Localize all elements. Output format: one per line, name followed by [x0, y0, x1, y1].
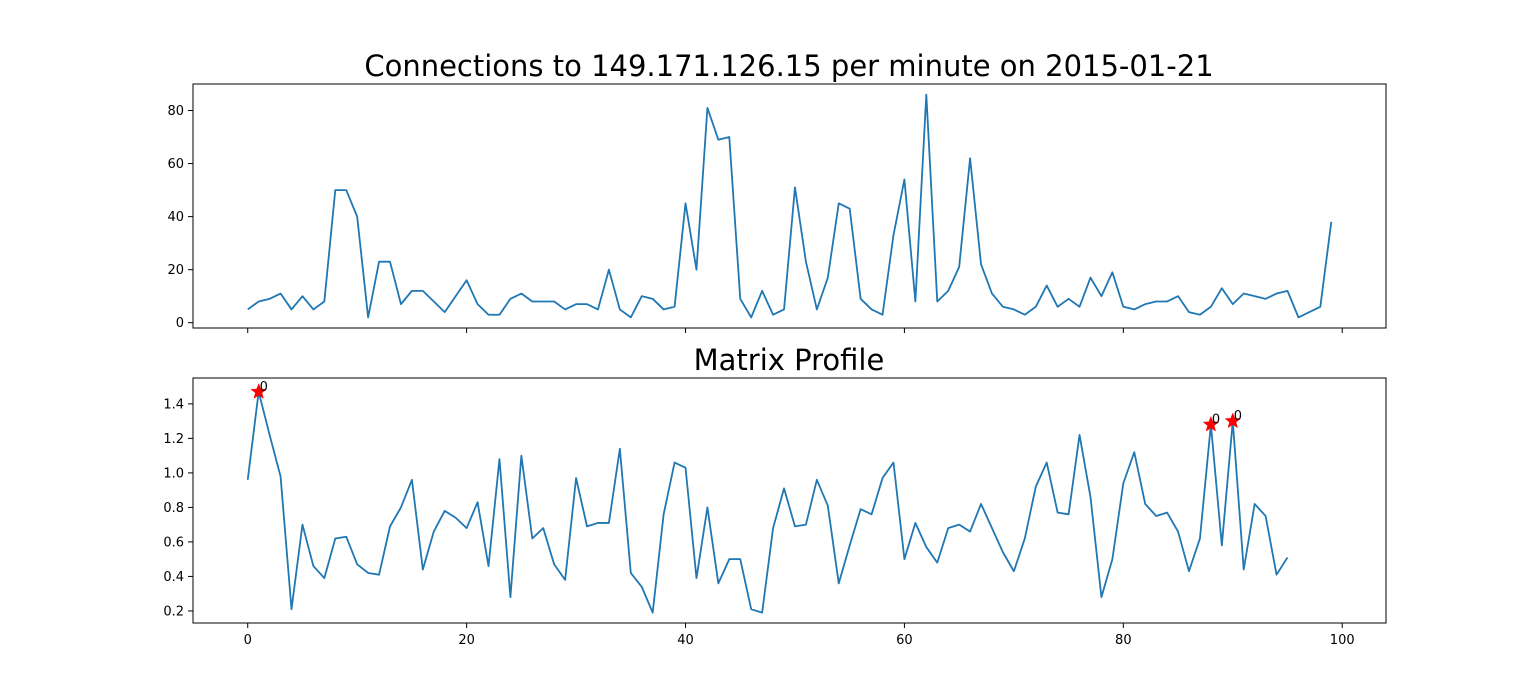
connections-y-tick-label: 0: [176, 316, 184, 331]
connections-y-tick-label: 40: [167, 210, 184, 225]
matrix-profile-x-tick-label: 0: [244, 633, 252, 648]
connections-plot-area: [192, 83, 1387, 329]
connections-series-line: [247, 93, 1333, 319]
connections-y-tick-label: 60: [167, 157, 184, 172]
matrix-profile-y-tick-label: 0.4: [163, 570, 184, 585]
matrix-profile-plot-area: [192, 377, 1387, 624]
matrix-profile-star-marker: [1224, 412, 1242, 429]
matrix-profile-x-tick-label: 100: [1330, 633, 1355, 648]
matrix-profile-y-tick-label: 1.0: [163, 466, 184, 481]
matrix-profile-x-tick-label: 60: [896, 633, 913, 648]
matrix-profile-y-tick-label: 0.6: [163, 535, 184, 550]
matrix-profile-marker-label: 0: [260, 380, 268, 395]
matrix-profile-x-tick-label: 40: [677, 633, 694, 648]
matrix-profile-title: Matrix Profile: [694, 343, 885, 377]
matrix-profile-y-tick-label: 1.2: [163, 432, 184, 447]
matrix-profile-y-tick-label: 1.4: [163, 397, 184, 412]
matrix-profile-marker-label: 0: [1212, 413, 1220, 428]
matrix-profile-star-marker: [250, 383, 267, 399]
matrix-profile-y-tick-label: 0.2: [163, 604, 184, 619]
connections-y-tick-label: 20: [167, 263, 184, 278]
connections-chart: Connections to 149.171.126.15 per minute…: [167, 49, 1387, 333]
matrix-profile-x-tick-label: 80: [1115, 633, 1132, 648]
connections-chart-title: Connections to 149.171.126.15 per minute…: [364, 49, 1213, 83]
matrix-profile-chart: Matrix Profile 0 20 40 60 80 100 0.2 0.4 0.6 0.8 1…: [163, 343, 1387, 648]
matrix-profile-y-tick-label: 0.8: [163, 501, 184, 516]
connections-y-tick-label: 80: [167, 104, 184, 119]
matrix-profile-star-marker: [1202, 415, 1220, 432]
matrix-profile-marker-label: 0: [1234, 409, 1242, 424]
matrix-profile-x-tick-label: 20: [458, 633, 475, 648]
matrix-profile-series-line: [246, 390, 1289, 614]
